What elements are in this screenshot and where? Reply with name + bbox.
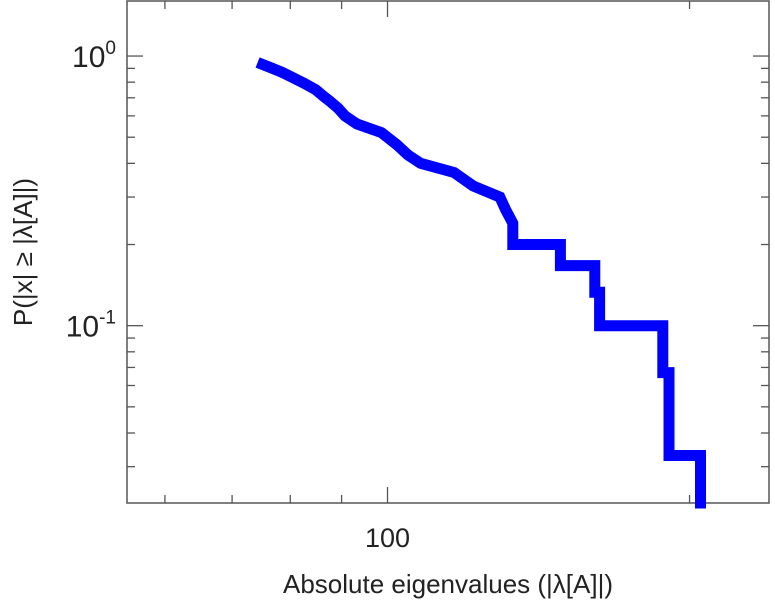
y-tick-label: 10-1 — [66, 308, 116, 344]
series-line — [255, 57, 706, 509]
series-layer — [255, 57, 706, 509]
y-tick-label: 100 — [72, 38, 116, 74]
x-axis-title: Absolute eigenvalues (|λ[A]|) — [283, 569, 613, 599]
x-tick-label: 100 — [365, 523, 410, 553]
minor-ticks — [127, 1, 769, 503]
y-axis-title: P(|x| ≥ |λ[A]|) — [8, 178, 38, 326]
plot-area — [126, 0, 770, 504]
